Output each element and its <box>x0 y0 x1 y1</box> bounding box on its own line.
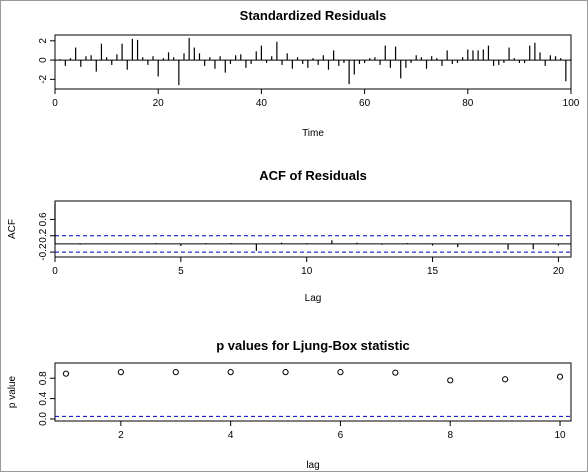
chart-title: ACF of Residuals <box>259 168 367 183</box>
p-value-point <box>556 373 564 380</box>
y-tick-label: 0.6 <box>38 212 49 226</box>
x-tick-label: 60 <box>359 98 371 109</box>
y-axis-label: p value <box>7 375 18 408</box>
x-tick-label: 6 <box>338 430 344 441</box>
y-tick-label: -2 <box>38 74 49 83</box>
x-axis-label: Time <box>302 128 324 139</box>
x-tick-label: 4 <box>228 430 234 441</box>
x-tick-label: 10 <box>301 266 313 277</box>
y-tick-label: 0.8 <box>38 371 49 385</box>
x-tick-label: 80 <box>462 98 474 109</box>
x-tick-label: 0 <box>52 98 58 109</box>
p-value-point <box>337 369 344 376</box>
x-tick-label: 20 <box>553 266 565 277</box>
plot-frame <box>54 200 572 258</box>
y-tick-label: -0.2 <box>38 243 49 261</box>
x-tick-label: 5 <box>178 266 184 277</box>
p-value-point <box>227 369 234 376</box>
p-value-point <box>392 369 399 376</box>
y-tick-label: 0.2 <box>38 228 49 242</box>
x-tick-label: 0 <box>52 266 58 277</box>
y-axis-label: ACF <box>7 219 18 239</box>
y-tick-label: 0.4 <box>38 391 49 405</box>
p-value-point <box>282 369 289 376</box>
p-value-point <box>447 377 454 384</box>
x-tick-label: 10 <box>554 430 566 441</box>
panel-3: p values for Ljung-Box statistic 2 4 6 8 10 0.… <box>7 338 572 471</box>
p-value-point <box>62 370 70 377</box>
x-tick-label: 100 <box>563 98 580 109</box>
x-tick-label: 20 <box>153 98 165 109</box>
x-tick-label: 2 <box>118 430 124 441</box>
x-tick-label: 8 <box>447 430 453 441</box>
x-tick-label: 40 <box>256 98 268 109</box>
x-axis-label: Lag <box>305 293 322 304</box>
panel-1: Standardized Residuals 0 20 40 60 80 100 -2 0 2 Ti… <box>38 8 580 139</box>
p-value-point <box>502 376 509 383</box>
plot-frame <box>54 34 572 90</box>
p-value-point <box>117 369 124 376</box>
y-tick-label: 2 <box>38 38 49 44</box>
chart-title: p values for Ljung-Box statistic <box>216 338 410 353</box>
plot-frame <box>54 362 572 422</box>
panel-2: ACF of Residuals 0 5 10 15 20 -0.20.2 0.6 Lag ACF <box>7 168 572 304</box>
chart-title: Standardized Residuals <box>240 8 387 23</box>
x-tick-label: 15 <box>427 266 439 277</box>
y-tick-label: 0.0 <box>38 412 49 426</box>
y-tick-label: 0 <box>38 57 49 63</box>
x-axis-label: lag <box>306 460 319 471</box>
p-value-point <box>172 369 179 376</box>
